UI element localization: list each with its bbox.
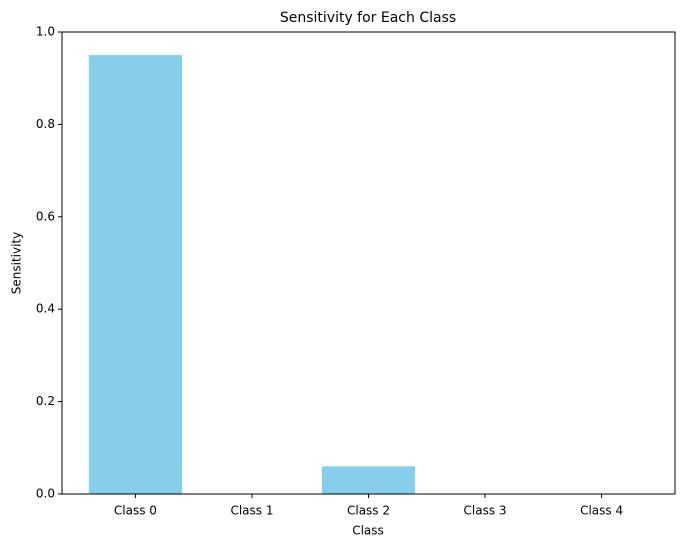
y-tick-label: 1.0: [36, 25, 55, 39]
bar: [321, 466, 416, 494]
chart-title: Sensitivity for Each Class: [280, 10, 456, 26]
x-tick-label: Class 4: [580, 504, 623, 518]
y-tick-label: 0.2: [36, 394, 55, 408]
y-tick-label: 0.0: [36, 487, 55, 501]
bar: [88, 55, 183, 494]
y-tick-label: 0.8: [36, 117, 55, 131]
x-tick-label: Class 3: [464, 504, 507, 518]
plot-frame: [61, 31, 676, 495]
y-tick-label: 0.6: [36, 209, 55, 223]
y-axis-label: Sensitivity: [10, 232, 24, 294]
x-axis-label: Class: [352, 524, 384, 538]
y-tick-label: 0.4: [36, 302, 55, 316]
x-tick-label: Class 2: [347, 504, 390, 518]
x-tick-label: Class 0: [114, 504, 157, 518]
x-tick-label: Class 1: [230, 504, 273, 518]
